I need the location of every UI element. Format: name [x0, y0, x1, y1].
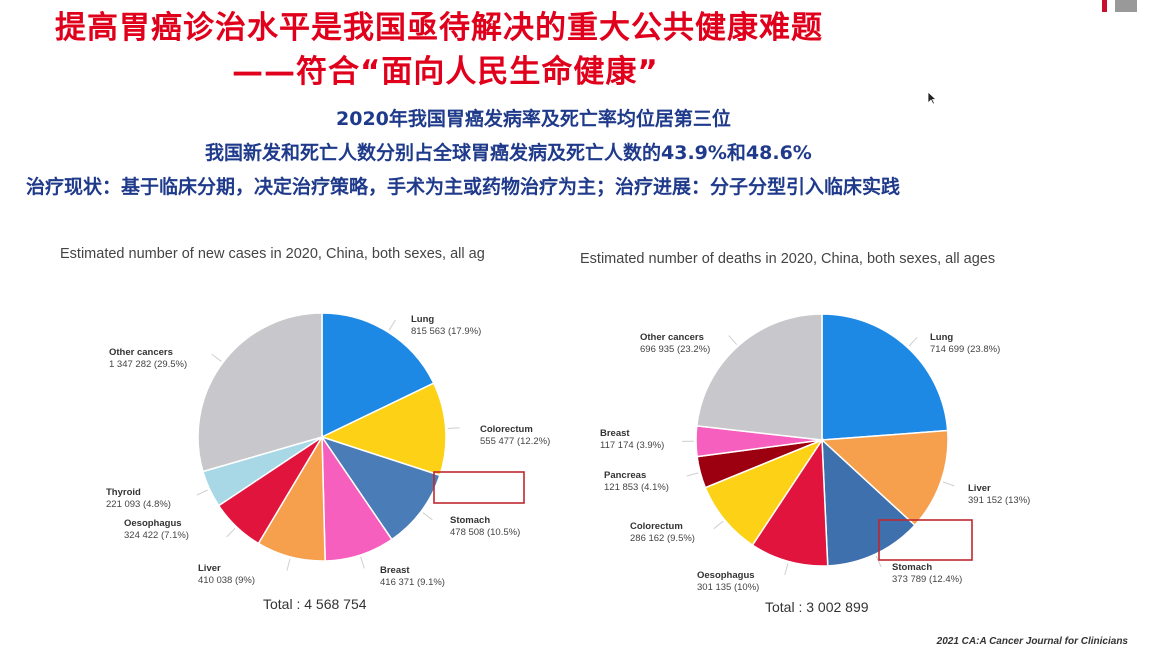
total-new-cases: Total : 4 568 754 — [263, 596, 367, 612]
slice-value-other-cancers: 696 935 (23.2%) — [640, 344, 710, 355]
logo-mark — [1102, 0, 1107, 12]
slide-title: 提高胃癌诊治水平是我国亟待解决的重大公共健康难题 — [55, 10, 823, 46]
leader-line-oesophagus — [784, 563, 789, 576]
slice-value-liver: 391 152 (13%) — [968, 495, 1030, 506]
slice-value-stomach: 373 789 (12.4%) — [892, 574, 962, 585]
leader-line-pancreas — [686, 472, 699, 477]
source-citation: 2021 CA:A Cancer Journal for Clinicians — [936, 636, 1128, 647]
slice-value-colorectum: 286 162 (9.5%) — [630, 533, 695, 544]
slice-label-liver: Liver — [968, 483, 991, 494]
slice-label-stomach: Stomach — [450, 515, 490, 526]
slice-value-colorectum: 555 477 (12.2%) — [480, 436, 550, 447]
slice-value-lung: 815 563 (17.9%) — [411, 326, 481, 337]
subtitle-treatment: 治疗现状：基于临床分期，决定治疗策略，手术为主或药物治疗为主；治疗进展：分子分型… — [26, 176, 901, 198]
slide-title-line2: ——符合“面向人民生命健康” — [232, 54, 659, 90]
pie-slice-other-cancers — [197, 312, 323, 473]
leader-line-lung — [908, 337, 918, 347]
slice-label-oesophagus: Oesophagus — [697, 570, 755, 581]
leader-line-colorectum — [713, 520, 724, 530]
slice-value-liver: 410 038 (9%) — [198, 575, 255, 586]
highlight-box-stomach — [433, 471, 525, 504]
chart-title-new-cases: Estimated number of new cases in 2020, C… — [60, 246, 485, 262]
slice-label-pancreas: Pancreas — [604, 470, 646, 481]
slice-label-breast: Breast — [380, 565, 410, 576]
leader-line-stomach — [875, 555, 882, 568]
leader-line-lung — [388, 319, 396, 331]
slice-value-lung: 714 699 (23.8%) — [930, 344, 1000, 355]
slice-label-oesophagus: Oesophagus — [124, 518, 182, 529]
slice-value-breast: 117 174 (3.9%) — [600, 440, 664, 451]
leader-line-breast — [360, 556, 365, 569]
logo-text-mark — [1115, 0, 1138, 12]
slice-label-liver: Liver — [198, 563, 221, 574]
subtitle-share: 我国新发和死亡人数分别占全球胃癌发病及死亡人数的43.9%和48.6% — [205, 142, 812, 164]
leader-line-liver — [942, 481, 955, 487]
slice-value-oesophagus: 324 422 (7.1%) — [124, 530, 189, 541]
chart-title-deaths: Estimated number of deaths in 2020, Chin… — [580, 251, 996, 267]
leader-line-colorectum — [447, 427, 460, 430]
slice-label-lung: Lung — [930, 332, 953, 343]
slice-label-stomach: Stomach — [892, 562, 932, 573]
pie-slice-stomach — [821, 438, 916, 567]
total-deaths: Total : 3 002 899 — [765, 599, 869, 615]
leader-line-other-cancers — [211, 353, 222, 362]
leader-line-stomach — [422, 512, 433, 521]
slice-label-thyroid: Thyroid — [106, 487, 141, 498]
slice-value-other-cancers: 1 347 282 (29.5%) — [109, 359, 187, 370]
subtitle-rank: 2020年我国胃癌发病率及死亡率均位居第三位 — [336, 108, 731, 130]
slice-value-stomach: 478 508 (10.5%) — [450, 527, 520, 538]
pie-slice-lung — [321, 312, 435, 439]
pie-slice-oesophagus — [751, 437, 829, 567]
logo — [1102, 0, 1146, 14]
slice-value-breast: 416 371 (9.1%) — [380, 577, 445, 588]
leader-line-liver — [286, 558, 291, 571]
pie-slice-stomach — [320, 435, 441, 541]
pie-slice-colorectum — [704, 438, 824, 547]
slice-label-breast: Breast — [600, 428, 630, 439]
slice-value-oesophagus: 301 135 (10%) — [697, 582, 759, 593]
highlight-box-stomach — [878, 519, 973, 561]
pie-slice-lung — [821, 313, 949, 441]
mouse-cursor-icon — [927, 91, 937, 105]
leader-line-other-cancers — [728, 335, 738, 345]
slice-label-other-cancers: Other cancers — [109, 347, 173, 358]
slice-label-lung: Lung — [411, 314, 434, 325]
slice-value-thyroid: 221 093 (4.8%) — [106, 499, 171, 510]
slice-label-colorectum: Colorectum — [630, 521, 683, 532]
slice-label-other-cancers: Other cancers — [640, 332, 704, 343]
pie-slice-liver — [820, 429, 949, 527]
pie-slice-other-cancers — [695, 313, 823, 441]
slice-value-pancreas: 121 853 (4.1%) — [604, 482, 669, 493]
leader-line-oesophagus — [226, 527, 236, 538]
slice-label-colorectum: Colorectum — [480, 424, 533, 435]
leader-line-thyroid — [196, 489, 208, 496]
